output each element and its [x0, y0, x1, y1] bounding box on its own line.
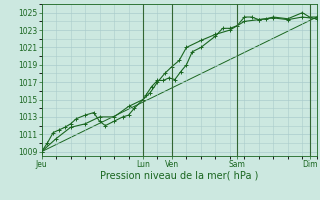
X-axis label: Pression niveau de la mer( hPa ): Pression niveau de la mer( hPa ): [100, 171, 258, 181]
